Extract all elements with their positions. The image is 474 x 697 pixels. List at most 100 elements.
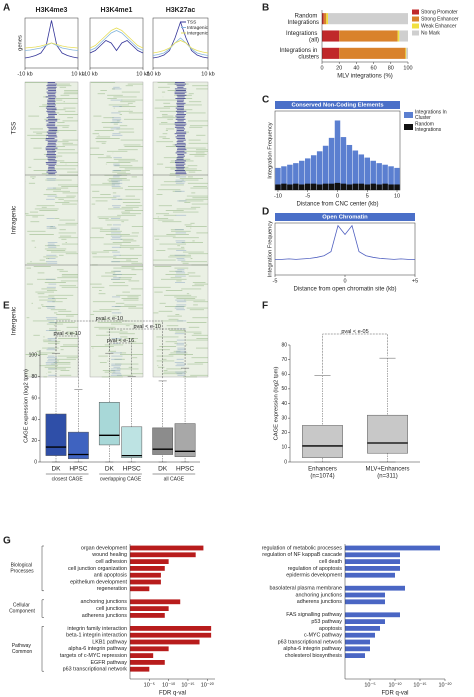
y-tick-label: 40 bbox=[281, 401, 287, 407]
y-axis-label: Integration Frequency bbox=[268, 122, 274, 178]
annotation: pval < e-05 bbox=[341, 329, 368, 335]
category-label: cell death bbox=[319, 559, 342, 565]
bar bbox=[287, 184, 293, 190]
category-label: regulation of NF kappaB cascade bbox=[262, 552, 342, 558]
category-label: epidermis development bbox=[286, 573, 342, 579]
bar bbox=[345, 653, 365, 658]
panel-letter: A bbox=[3, 3, 10, 14]
x-axis-label: FDR q-val bbox=[159, 691, 186, 697]
bar bbox=[394, 167, 400, 190]
bar bbox=[345, 552, 400, 558]
x-tick-label: 10⁻¹⁰ bbox=[388, 681, 402, 688]
bar bbox=[346, 144, 353, 190]
category-label: targets of c-MYC repression bbox=[60, 653, 127, 659]
bar bbox=[275, 167, 281, 190]
bar-segment bbox=[322, 47, 340, 59]
category-label: DK bbox=[51, 466, 61, 473]
group-label: closest CAGE bbox=[52, 476, 84, 482]
box bbox=[45, 413, 67, 456]
x-tick-label: 10⁻⁵ bbox=[144, 681, 155, 688]
bar bbox=[345, 572, 395, 578]
x-tick-label: 10 kb bbox=[71, 71, 84, 77]
x-tick-label: 10 kb bbox=[136, 71, 149, 77]
category-label: anti apoptosis bbox=[94, 573, 128, 579]
series-line bbox=[24, 42, 79, 49]
x-axis-label: MLV integrations (%) bbox=[337, 74, 393, 80]
bar bbox=[352, 183, 359, 190]
bar-segment bbox=[326, 13, 329, 25]
group-label: overlapping CAGE bbox=[100, 476, 142, 482]
chart-title: H3K4me3 bbox=[36, 7, 68, 14]
category-label: Integrations (all) bbox=[286, 30, 319, 43]
bar bbox=[305, 183, 311, 190]
annotation: pval < e-10 bbox=[134, 324, 161, 330]
bar bbox=[293, 183, 299, 190]
category-label: p63 transcriptional network bbox=[63, 667, 128, 673]
bar bbox=[299, 184, 305, 190]
category-label: organ development bbox=[81, 545, 128, 551]
bar bbox=[130, 632, 212, 638]
group-label: all CAGE bbox=[164, 476, 185, 482]
box bbox=[121, 426, 143, 458]
x-tick-label: +5 bbox=[412, 278, 418, 284]
legend-label: No Mark bbox=[421, 30, 440, 36]
category-label: anchoring junctions bbox=[81, 599, 128, 605]
y-tick-label: 60 bbox=[31, 395, 37, 401]
x-tick-label: -5 bbox=[305, 193, 310, 199]
chart-title: Open Chromatin bbox=[322, 215, 368, 221]
annotation: pval < e-10 bbox=[96, 316, 123, 322]
panel-letter: B bbox=[262, 3, 269, 14]
legend-label: Random Integrations bbox=[415, 122, 442, 134]
y-tick-label: 10 bbox=[281, 445, 287, 451]
bar bbox=[345, 566, 400, 571]
x-tick-label: 10⁻²⁰ bbox=[438, 681, 452, 688]
bar bbox=[130, 666, 150, 672]
x-tick-label: 10⁻²⁰ bbox=[201, 681, 215, 688]
annotation: pval < e-16 bbox=[107, 338, 134, 344]
y-tick-label: 30 bbox=[281, 415, 287, 421]
bar bbox=[130, 572, 161, 578]
plot-frame bbox=[274, 222, 416, 276]
category-label: alpha-6 integrin pathway bbox=[68, 646, 127, 652]
group-bracket bbox=[41, 599, 44, 618]
bar-segment bbox=[406, 47, 408, 59]
bar bbox=[394, 184, 400, 190]
panel-letter: G bbox=[3, 536, 11, 547]
significance-bracket bbox=[55, 335, 79, 388]
x-tick-label: 0 bbox=[343, 278, 346, 284]
x-axis-label: Distance from CNC center (kb) bbox=[296, 202, 378, 208]
bar bbox=[130, 653, 154, 658]
bar bbox=[346, 184, 353, 190]
category-label: p63 transcriptional network bbox=[278, 639, 343, 645]
legend-swatch bbox=[404, 124, 413, 130]
bar bbox=[130, 545, 204, 551]
y-axis-label: genes bbox=[18, 35, 24, 51]
bar bbox=[382, 183, 388, 190]
bar bbox=[281, 166, 287, 190]
category-label: HPSC bbox=[176, 466, 194, 473]
legend-label: Intergenic bbox=[187, 30, 209, 36]
category-label: cell junctions bbox=[96, 606, 127, 612]
bar bbox=[388, 166, 394, 190]
bar bbox=[130, 613, 165, 618]
bar bbox=[345, 592, 385, 598]
bar bbox=[130, 639, 200, 645]
bar bbox=[345, 545, 440, 551]
category-label: alpha-6 integrin pathway bbox=[283, 646, 342, 652]
category-label: Random Integrations bbox=[288, 13, 319, 26]
category-label: Enhancers bbox=[308, 467, 337, 473]
category-label: c-MYC pathway bbox=[304, 633, 342, 639]
y-axis-label: CAGE expression (log2 tpm) bbox=[24, 369, 30, 443]
y-tick-label: 20 bbox=[31, 438, 37, 444]
bar bbox=[340, 137, 347, 190]
x-tick-label: 10 kb bbox=[201, 71, 214, 77]
legend-label: TSS bbox=[187, 19, 196, 25]
series-line bbox=[24, 42, 79, 51]
bar bbox=[130, 626, 212, 631]
bar bbox=[388, 184, 394, 190]
series-line bbox=[152, 40, 209, 54]
bar bbox=[345, 646, 370, 652]
box bbox=[174, 423, 196, 457]
bar bbox=[299, 160, 305, 190]
bar bbox=[281, 183, 287, 190]
